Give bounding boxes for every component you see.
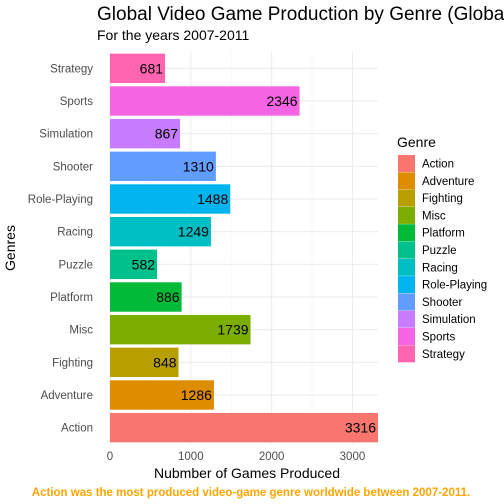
data-label: 2346 bbox=[266, 93, 297, 109]
legend-label: Adventure bbox=[422, 176, 474, 188]
y-tick-label: Role-Playing bbox=[28, 194, 93, 206]
legend-key-simulation bbox=[398, 310, 415, 328]
bar-puzzle bbox=[110, 249, 158, 280]
y-tick-label: Strategy bbox=[50, 63, 93, 75]
chart-subtitle: For the years 2007-2011 bbox=[97, 27, 249, 43]
bar-shooter bbox=[110, 151, 216, 182]
legend-label: Platform bbox=[422, 228, 465, 240]
legend-label: Puzzle bbox=[422, 245, 457, 257]
data-label: 1310 bbox=[183, 158, 214, 174]
bar-misc bbox=[110, 314, 251, 345]
data-label: 848 bbox=[153, 354, 177, 370]
chart-title: Global Video Game Production by Genre (G… bbox=[97, 4, 504, 25]
legend-key-sports bbox=[398, 328, 415, 345]
bar-simulation bbox=[110, 118, 181, 149]
bar-sports bbox=[110, 86, 300, 116]
legend-label: Misc bbox=[422, 210, 446, 222]
legend-label: Shooter bbox=[422, 297, 462, 309]
bar-racing bbox=[110, 216, 211, 247]
legend-label: Strategy bbox=[422, 349, 465, 361]
legend-label: Sports bbox=[422, 332, 455, 344]
y-tick-label: Racing bbox=[57, 227, 93, 239]
data-label: 582 bbox=[132, 256, 156, 272]
legend-label: Fighting bbox=[422, 193, 463, 205]
data-label: 1739 bbox=[217, 322, 248, 338]
y-tick-label: Shooter bbox=[53, 161, 93, 173]
chart-caption: Action was the most produced video-game … bbox=[32, 487, 470, 499]
legend-label: Role-Playing bbox=[422, 280, 487, 292]
legend-key-shooter bbox=[398, 293, 415, 311]
legend-label: Simulation bbox=[422, 314, 476, 326]
x-tick-label: 3000 bbox=[340, 451, 366, 463]
data-label: 3316 bbox=[345, 420, 376, 436]
y-tick-label: Fighting bbox=[52, 357, 93, 369]
legend-key-action bbox=[398, 155, 415, 172]
y-tick-label: Misc bbox=[69, 325, 93, 337]
data-label: 681 bbox=[140, 60, 164, 76]
bar-strategy bbox=[110, 53, 166, 84]
data-label: 1286 bbox=[181, 387, 212, 403]
legend-key-racing bbox=[398, 258, 415, 276]
y-tick-label: Sports bbox=[60, 96, 93, 108]
x-tick-label: 1000 bbox=[178, 451, 204, 463]
bar-adventure bbox=[110, 380, 214, 410]
legend-key-strategy bbox=[398, 345, 415, 363]
bar-role-playing bbox=[110, 184, 231, 214]
x-tick-label: 2000 bbox=[259, 451, 285, 463]
y-tick-label: Simulation bbox=[39, 129, 93, 141]
legend: Action Adventure Fighting Misc Platform Puzzl… bbox=[398, 155, 487, 363]
legend-title: Genre bbox=[397, 134, 436, 150]
bar-fighting bbox=[110, 347, 179, 378]
data-label: 1488 bbox=[197, 191, 228, 207]
legend-label: Action bbox=[422, 159, 454, 171]
bars-group bbox=[110, 53, 378, 443]
legend-label: Racing bbox=[422, 262, 458, 274]
x-axis-title: Nubmber of Games Produced bbox=[154, 465, 340, 481]
legend-key-platform bbox=[398, 224, 415, 242]
x-tick-labels: 0 1000 2000 3000 bbox=[107, 451, 365, 463]
y-axis-title: Genres bbox=[2, 225, 18, 271]
y-tick-label: Adventure bbox=[41, 390, 93, 402]
legend-key-misc bbox=[398, 206, 415, 224]
data-label: 867 bbox=[155, 126, 179, 142]
legend-key-fighting bbox=[398, 189, 415, 207]
y-tick-labels: Action Adventure Fighting Misc Platform Puzzl… bbox=[28, 63, 93, 434]
bar-platform bbox=[110, 282, 182, 312]
x-tick-label: 0 bbox=[107, 451, 113, 463]
y-tick-label: Puzzle bbox=[58, 259, 93, 271]
bar-action bbox=[110, 412, 378, 443]
data-label: 886 bbox=[156, 289, 180, 305]
y-tick-label: Platform bbox=[50, 292, 93, 304]
legend-key-role-playing bbox=[398, 276, 415, 294]
y-tick-label: Action bbox=[61, 423, 93, 435]
legend-key-adventure bbox=[398, 172, 415, 190]
legend-key-puzzle bbox=[398, 241, 415, 259]
data-label: 1249 bbox=[178, 224, 209, 240]
